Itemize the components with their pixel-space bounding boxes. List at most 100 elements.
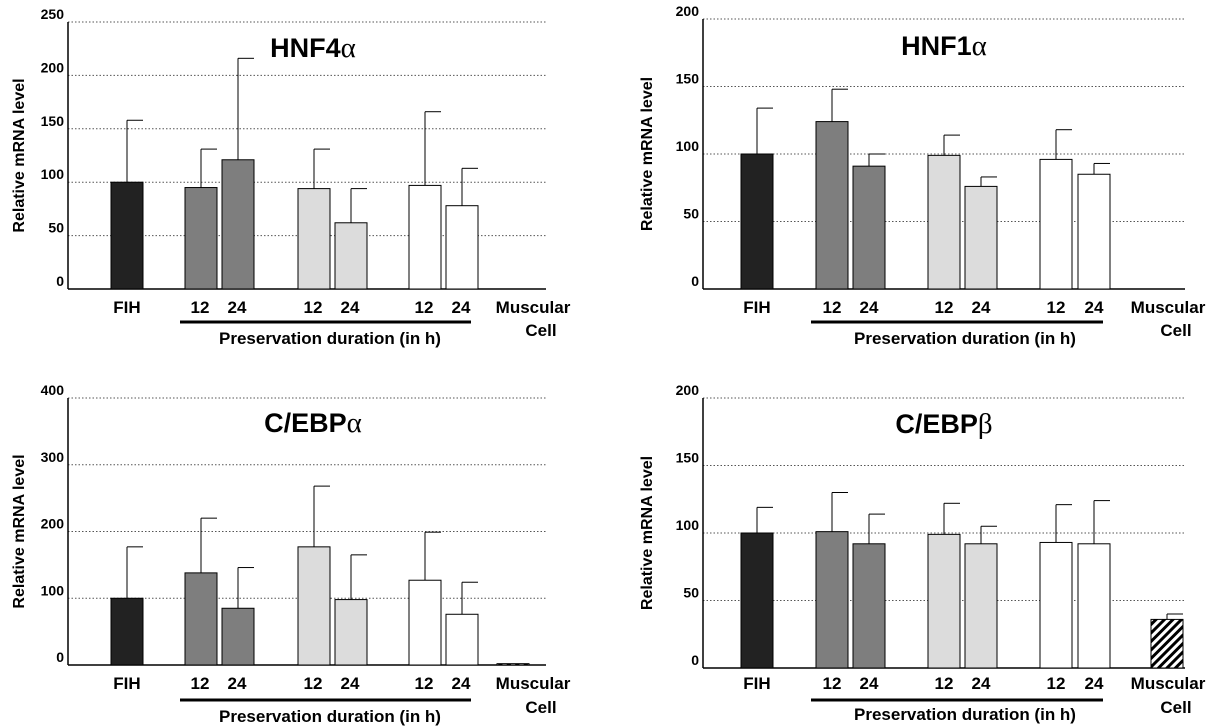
bar-3 <box>297 188 331 290</box>
group-label: Preservation duration (in h) <box>219 707 441 726</box>
bar-2 <box>221 607 255 666</box>
chart-title-main: C/EBP <box>895 409 978 439</box>
x-tick-label: 24 <box>860 674 879 693</box>
bar-4 <box>334 222 368 290</box>
x-tick-label: 12 <box>935 298 954 317</box>
x-tick-label-muscular: Muscular <box>1131 674 1206 693</box>
x-tick-label: 24 <box>860 298 879 317</box>
x-tick-label: 24 <box>452 298 471 317</box>
y-tick-label: 100 <box>41 166 65 182</box>
x-tick-label: 12 <box>415 298 434 317</box>
x-tick-label: 24 <box>1085 298 1104 317</box>
chart-panel-2: 0 50 100 150 200 HNF1α Relative mRNA level FIH 1… <box>639 3 1206 348</box>
y-tick-label: 200 <box>676 382 700 398</box>
y-tick-label: 0 <box>56 649 64 665</box>
y-tick-label: 150 <box>41 113 65 129</box>
y-tick-label: 250 <box>41 6 65 22</box>
chart-title-main: HNF1 <box>901 31 972 61</box>
bar-2 <box>221 159 255 290</box>
x-tick-label: 24 <box>341 674 360 693</box>
bar-6 <box>1077 173 1111 290</box>
y-axis-label: Relative mRNA level <box>639 77 656 231</box>
chart-title: C/EBPβ <box>895 408 992 440</box>
x-tick-label: 12 <box>1047 298 1066 317</box>
x-tick-label: 12 <box>1047 674 1066 693</box>
bar-5 <box>408 579 442 666</box>
x-tick-label: 12 <box>823 298 842 317</box>
chart-title-greek: β <box>978 408 993 440</box>
x-tick-label-cell: Cell <box>1160 698 1191 717</box>
bar-2 <box>852 165 886 290</box>
x-tick-label-cell: Cell <box>525 698 556 717</box>
bar-4 <box>964 543 998 669</box>
x-tick-label: 24 <box>341 298 360 317</box>
y-tick-label: 50 <box>683 585 699 601</box>
chart-title: HNF1α <box>901 30 987 62</box>
bar-0 <box>110 597 144 666</box>
bar-1 <box>815 531 849 669</box>
x-tick-label: 12 <box>935 674 954 693</box>
x-tick-label: 12 <box>191 298 210 317</box>
bar-1 <box>184 572 218 666</box>
bar-7 <box>496 663 530 666</box>
x-tick-label: 12 <box>304 298 323 317</box>
bar-1 <box>815 121 849 290</box>
y-tick-label: 0 <box>691 273 699 289</box>
bar-1 <box>184 187 218 290</box>
bar-4 <box>334 599 368 666</box>
bar-6 <box>1077 543 1111 669</box>
y-tick-label: 100 <box>676 138 700 154</box>
chart-title-greek: α <box>972 30 987 62</box>
chart-title-greek: α <box>347 407 362 439</box>
y-tick-label: 50 <box>683 206 699 222</box>
bar-0 <box>740 153 774 290</box>
x-tick-label: 24 <box>972 298 991 317</box>
y-tick-label: 150 <box>676 71 700 87</box>
x-tick-label-cell: Cell <box>1160 321 1191 340</box>
group-label: Preservation duration (in h) <box>854 329 1076 348</box>
chart-title-greek: α <box>341 32 356 64</box>
x-tick-label: 24 <box>452 674 471 693</box>
x-tick-label: 12 <box>191 674 210 693</box>
x-tick-label: 12 <box>304 674 323 693</box>
y-tick-label: 300 <box>41 449 65 465</box>
y-tick-label: 100 <box>676 517 700 533</box>
x-tick-label: 24 <box>228 674 247 693</box>
y-tick-label: 0 <box>691 652 699 668</box>
y-tick-label: 200 <box>676 3 700 19</box>
y-axis-label: Relative mRNA level <box>639 456 656 610</box>
x-tick-label: FIH <box>743 298 770 317</box>
x-tick-label: 24 <box>1085 674 1104 693</box>
y-axis-label: Relative mRNA level <box>11 454 28 608</box>
y-tick-label: 400 <box>41 382 65 398</box>
x-tick-label: 24 <box>972 674 991 693</box>
bar-4 <box>964 185 998 290</box>
bar-7 <box>1150 618 1184 669</box>
x-tick-label-muscular: Muscular <box>496 674 571 693</box>
x-tick-label: 12 <box>415 674 434 693</box>
bar-3 <box>927 533 961 669</box>
x-tick-label-cell: Cell <box>525 321 556 340</box>
y-tick-label: 200 <box>41 516 65 532</box>
chart-title-main: C/EBP <box>264 408 347 438</box>
y-tick-label: 100 <box>41 582 65 598</box>
y-tick-label: 150 <box>676 450 700 466</box>
bar-5 <box>1039 541 1073 669</box>
group-label: Preservation duration (in h) <box>219 329 441 348</box>
x-tick-label: FIH <box>113 298 140 317</box>
y-tick-label: 200 <box>41 59 65 75</box>
y-axis-label: Relative mRNA level <box>11 78 28 232</box>
chart-panel-3: 0 100 200 300 400 C/EBPα Relative mRNA level FI… <box>11 382 571 726</box>
bar-6 <box>445 613 479 666</box>
y-tick-label: 50 <box>48 220 64 236</box>
chart-title-main: HNF4 <box>270 33 341 63</box>
bar-2 <box>852 543 886 669</box>
chart-panel-1: 0 50 100 150 200 250 HNF4α Relative mRNA level F… <box>11 6 571 348</box>
x-tick-label: 12 <box>823 674 842 693</box>
bar-0 <box>740 532 774 669</box>
bar-5 <box>408 184 442 290</box>
x-tick-label: FIH <box>113 674 140 693</box>
chart-panel-4: 0 50 100 150 200 C/EBPβ Relative mRNA level FIH… <box>639 382 1206 724</box>
bar-3 <box>927 154 961 290</box>
